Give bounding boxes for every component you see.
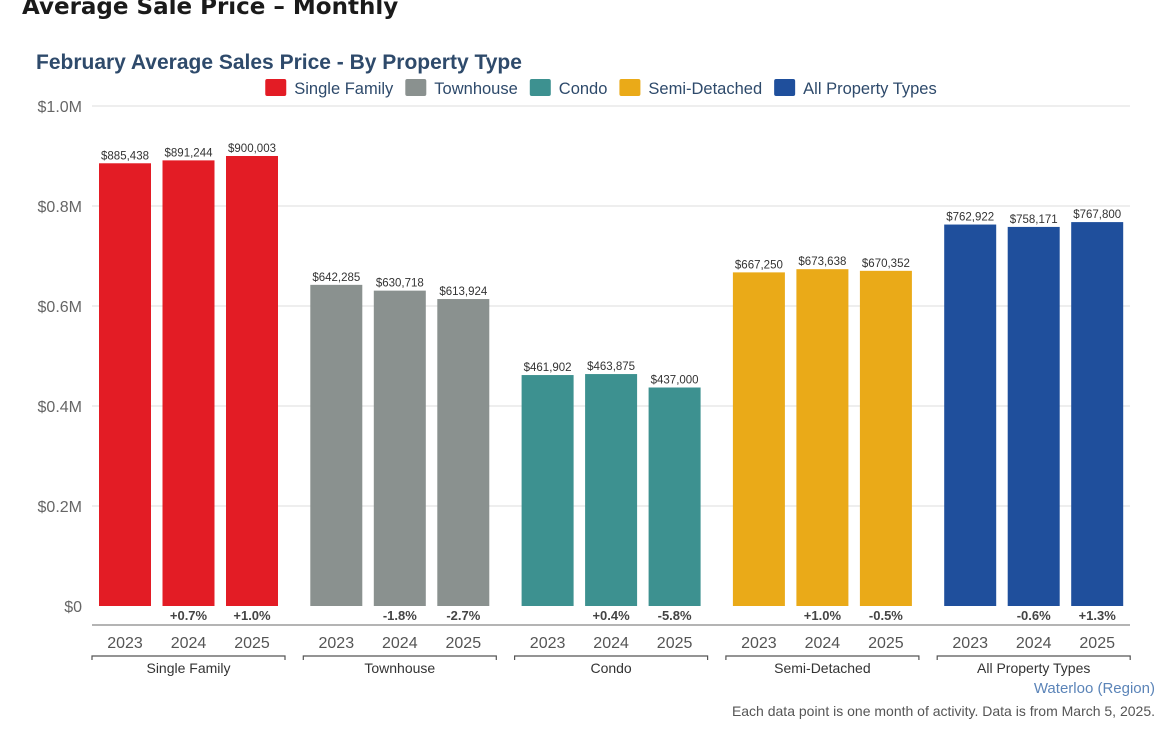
bar-single-family-2024 bbox=[162, 160, 215, 607]
x-tick-label: 2023 bbox=[107, 635, 143, 652]
bar-chart: February Average Sales Price - By Proper… bbox=[36, 51, 1131, 676]
data-label: $758,171 bbox=[1010, 214, 1058, 226]
legend-item-all-property-types: All Property Types bbox=[774, 79, 937, 98]
group-label: Townhouse bbox=[364, 660, 435, 676]
data-label: $642,285 bbox=[312, 272, 360, 284]
bar-single-family-2023 bbox=[99, 163, 151, 606]
legend-item-townhouse: Townhouse bbox=[405, 79, 518, 98]
legend-item-single-family: Single Family bbox=[265, 79, 394, 98]
group-label: All Property Types bbox=[977, 660, 1090, 676]
bar-condo-2024 bbox=[585, 374, 638, 606]
data-label: $885,438 bbox=[101, 150, 149, 162]
bar-townhouse-2024 bbox=[373, 290, 426, 606]
y-tick-label: $0.2M bbox=[38, 499, 82, 516]
x-tick-label: 2025 bbox=[446, 635, 482, 652]
data-label: $673,638 bbox=[798, 256, 846, 268]
legend-label: Townhouse bbox=[434, 80, 517, 98]
x-tick-label: 2023 bbox=[319, 635, 355, 652]
data-label: $891,244 bbox=[165, 147, 214, 159]
group-bracket bbox=[302, 655, 497, 660]
bar-townhouse-2025 bbox=[437, 299, 490, 606]
data-label: $463,875 bbox=[587, 361, 635, 373]
x-tick-label: 2024 bbox=[171, 635, 207, 652]
data-label: $900,003 bbox=[228, 143, 276, 155]
change-label: -5.8% bbox=[658, 608, 692, 623]
x-tick-label: 2024 bbox=[805, 635, 841, 652]
data-label: $630,718 bbox=[376, 278, 424, 290]
group-bracket bbox=[91, 655, 286, 660]
x-tick-label: 2023 bbox=[952, 635, 988, 652]
change-label: +1.0% bbox=[233, 608, 271, 623]
bar-all-property-types-2025 bbox=[1071, 222, 1124, 606]
data-label: $767,800 bbox=[1073, 209, 1121, 221]
y-tick-label: $0.8M bbox=[38, 199, 82, 216]
legend-item-condo: Condo bbox=[529, 79, 608, 98]
chart-title: February Average Sales Price - By Proper… bbox=[36, 51, 522, 74]
x-tick-label: 2024 bbox=[382, 635, 418, 652]
group-label: Condo bbox=[590, 660, 631, 676]
bar-condo-2025 bbox=[648, 387, 701, 606]
bar-single-family-2025 bbox=[226, 155, 278, 606]
change-label: -1.8% bbox=[383, 608, 417, 623]
bars: $885,438 $891,244 +0.7% $900,003 +1.0% $642,2… bbox=[99, 143, 1124, 623]
legend-label: Condo bbox=[559, 80, 608, 98]
change-label: -0.6% bbox=[1017, 608, 1051, 623]
legend-item-semi-detached: Semi-Detached bbox=[619, 79, 762, 98]
group-bracket bbox=[936, 655, 1131, 660]
bar-semi-detached-2023 bbox=[732, 272, 785, 606]
legend-swatch bbox=[405, 79, 427, 96]
x-tick-label: 2024 bbox=[1016, 635, 1052, 652]
legend-label: Single Family bbox=[294, 80, 394, 98]
data-label: $762,922 bbox=[946, 212, 994, 224]
change-label: -0.5% bbox=[869, 608, 903, 623]
page-heading: Average Sale Price – Monthly bbox=[22, 0, 399, 20]
y-tick-label: $0 bbox=[64, 599, 82, 616]
change-label: +1.0% bbox=[804, 608, 842, 623]
legend-swatch bbox=[265, 79, 287, 96]
bar-semi-detached-2025 bbox=[859, 270, 912, 606]
data-label: $461,902 bbox=[524, 362, 572, 374]
bar-condo-2023 bbox=[521, 375, 574, 606]
data-note: Each data point is one month of activity… bbox=[731, 703, 1155, 719]
change-label: +1.3% bbox=[1079, 608, 1117, 623]
y-tick-label: $1.0M bbox=[38, 99, 82, 116]
bar-all-property-types-2023 bbox=[944, 224, 997, 606]
legend-label: All Property Types bbox=[803, 80, 937, 98]
change-label: +0.7% bbox=[170, 608, 208, 623]
y-axis: $0 $0.2M $0.4M $0.6M $0.8M $1.0M bbox=[38, 99, 83, 616]
group-label: Single Family bbox=[146, 660, 230, 676]
bar-all-property-types-2024 bbox=[1007, 226, 1060, 607]
chart-legend: Single Family Townhouse Condo Semi-Detached… bbox=[265, 79, 937, 98]
change-label: +0.4% bbox=[592, 608, 630, 623]
data-label: $670,352 bbox=[862, 258, 910, 270]
y-tick-label: $0.6M bbox=[38, 299, 82, 316]
group-bracket bbox=[514, 655, 709, 660]
data-label: $667,250 bbox=[735, 259, 783, 271]
bar-semi-detached-2024 bbox=[796, 269, 849, 606]
data-label: $613,924 bbox=[439, 286, 488, 298]
x-tick-label: 2025 bbox=[1079, 635, 1115, 652]
change-label: -2.7% bbox=[446, 608, 480, 623]
x-tick-label: 2023 bbox=[530, 635, 566, 652]
group-bracket bbox=[725, 655, 920, 660]
x-tick-label: 2025 bbox=[234, 635, 270, 652]
y-tick-label: $0.4M bbox=[38, 399, 82, 416]
x-tick-label: 2025 bbox=[868, 635, 904, 652]
bar-townhouse-2023 bbox=[310, 284, 363, 606]
legend-swatch bbox=[774, 79, 796, 96]
legend-swatch bbox=[529, 79, 551, 96]
x-tick-label: 2025 bbox=[657, 635, 693, 652]
group-label: Semi-Detached bbox=[774, 660, 871, 676]
data-label: $437,000 bbox=[651, 375, 699, 387]
x-tick-label: 2024 bbox=[593, 635, 629, 652]
legend-label: Semi-Detached bbox=[648, 80, 762, 98]
legend-swatch bbox=[619, 79, 641, 96]
x-tick-label: 2023 bbox=[741, 635, 777, 652]
region-label: Waterloo (Region) bbox=[1033, 680, 1155, 697]
